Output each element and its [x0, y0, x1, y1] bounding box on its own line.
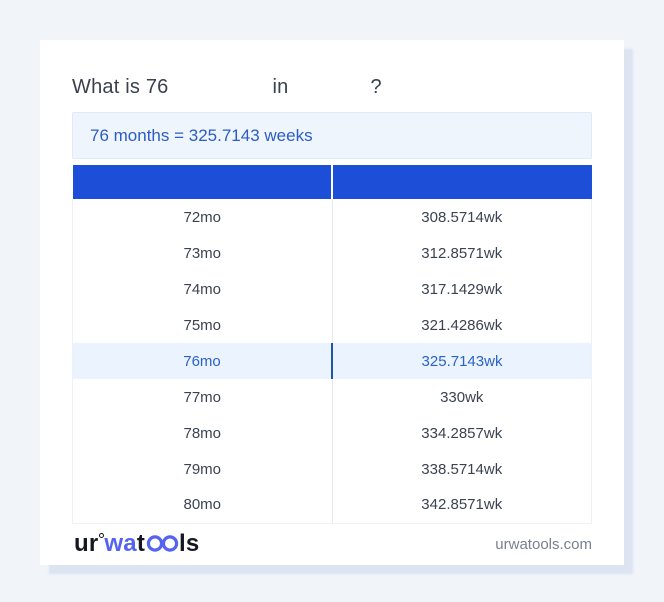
months-column-header	[72, 165, 333, 199]
conversion-table-body: 72mo 308.5714wk 73mo 312.8571wk 74mo 317…	[72, 199, 592, 524]
months-cell: 73mo	[72, 235, 333, 271]
conversion-result-box: 76 months = 325.7143 weeks	[72, 112, 592, 159]
urwatools-logo[interactable]: ur wa t ls	[74, 532, 199, 556]
question-connector: in	[272, 76, 289, 98]
weeks-cell: 321.4286wk	[331, 307, 592, 343]
weeks-column-header	[332, 165, 592, 199]
table-row[interactable]: 72mo 308.5714wk	[72, 199, 592, 235]
conversion-table: 72mo 308.5714wk 73mo 312.8571wk 74mo 317…	[72, 165, 592, 524]
converter-card: What is 76 in ? 76 months = 325.7143 wee…	[40, 40, 624, 565]
months-cell: 77mo	[72, 379, 333, 415]
table-row[interactable]: 75mo 321.4286wk	[72, 307, 592, 343]
weeks-cell: 317.1429wk	[331, 271, 592, 307]
weeks-cell: 312.8571wk	[331, 235, 592, 271]
months-cell: 79mo	[72, 451, 333, 487]
table-row[interactable]: 79mo 338.5714wk	[72, 451, 592, 487]
table-row[interactable]: 78mo 334.2857wk	[72, 415, 592, 451]
table-row[interactable]: 74mo 317.1429wk	[72, 271, 592, 307]
question-prefix: What is 76	[72, 76, 169, 98]
logo-segment-wa: wa	[104, 530, 137, 558]
website-domain: urwatools.com	[495, 535, 592, 553]
table-row[interactable]: 77mo 330wk	[72, 379, 592, 415]
card-footer: ur wa t ls urwatools.com	[40, 524, 624, 566]
logo-segment-ur: ur	[74, 530, 99, 558]
from-unit-select[interactable]	[168, 71, 272, 93]
months-cell: 74mo	[72, 271, 333, 307]
months-cell: 72mo	[72, 199, 333, 235]
weeks-cell: 325.7143wk	[331, 343, 592, 379]
table-row[interactable]: 73mo 312.8571wk	[72, 235, 592, 271]
months-cell: 78mo	[72, 415, 333, 451]
weeks-cell: 334.2857wk	[331, 415, 592, 451]
weeks-cell: 338.5714wk	[331, 451, 592, 487]
logo-segment-t: t	[136, 530, 146, 558]
table-row[interactable]: 76mo 325.7143wk	[72, 343, 592, 379]
table-row[interactable]: 80mo 342.8571wk	[72, 487, 592, 524]
glasses-oo-icon	[146, 533, 179, 557]
months-cell: 76mo	[72, 343, 333, 379]
conversion-result-text: 76 months = 325.7143 weeks	[90, 125, 313, 145]
to-unit-select[interactable]	[288, 71, 370, 93]
months-cell: 75mo	[72, 307, 333, 343]
logo-segment-ls: ls	[179, 530, 200, 558]
weeks-cell: 308.5714wk	[331, 199, 592, 235]
weeks-cell: 342.8571wk	[331, 487, 592, 524]
months-cell: 80mo	[72, 487, 333, 524]
table-header-row	[72, 165, 592, 199]
weeks-cell: 330wk	[331, 379, 592, 415]
degree-ring-icon	[99, 533, 105, 539]
question-heading: What is 76 in ?	[72, 71, 592, 99]
question-mark: ?	[370, 76, 382, 98]
